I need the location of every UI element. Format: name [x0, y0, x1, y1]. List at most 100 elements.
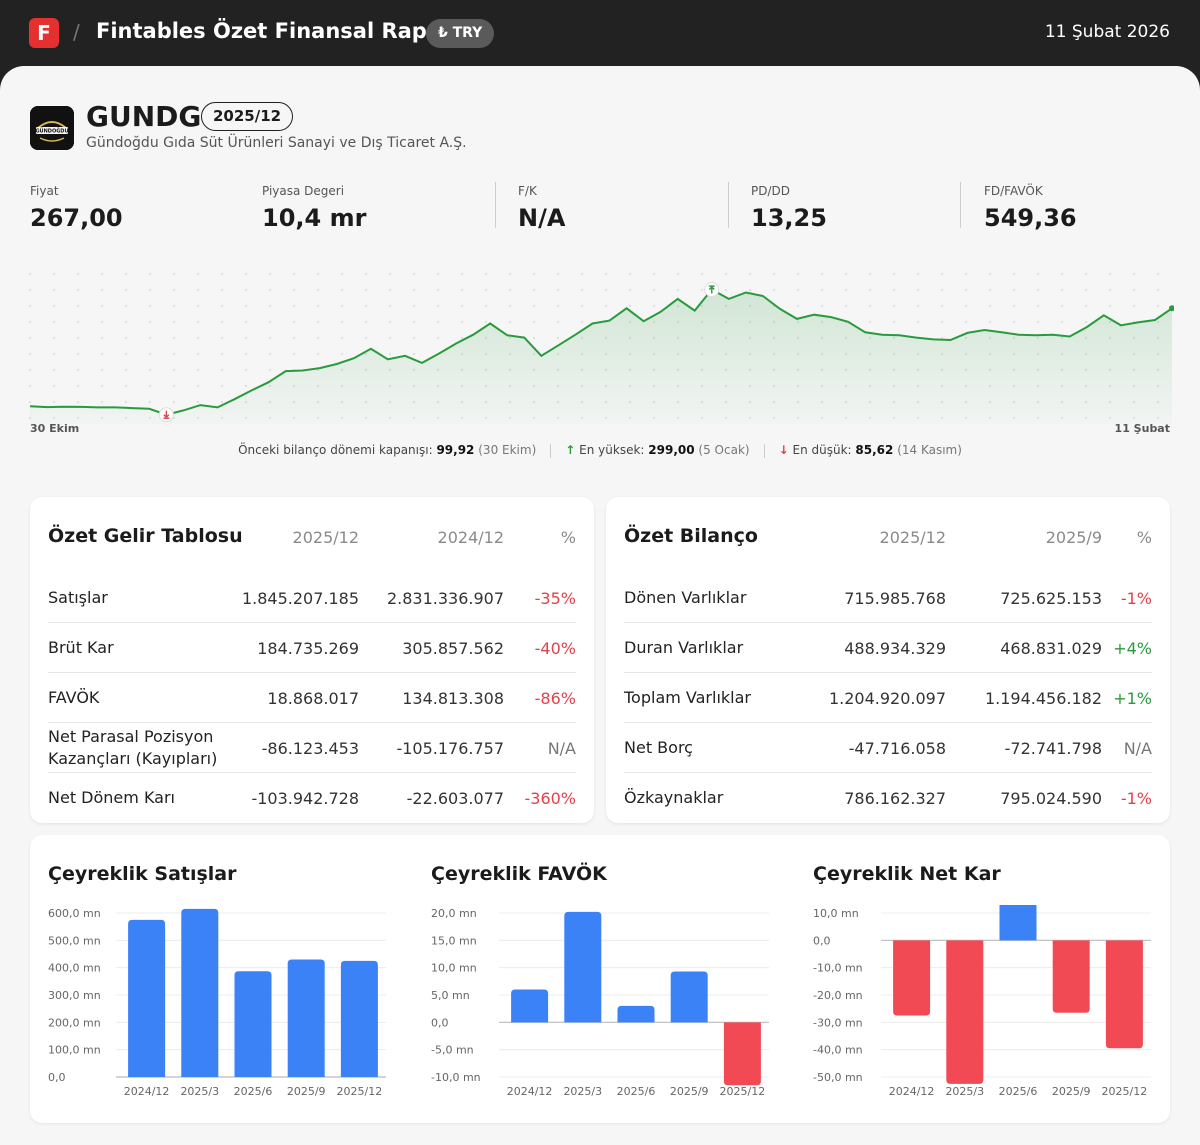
row-change-percent: +1% — [1113, 688, 1152, 708]
bar-2024-12[interactable] — [128, 919, 166, 1077]
report-panel: GÜNDOĞDU GUNDG 2025/12 Gündoğdu Gıda Süt… — [0, 66, 1200, 1145]
bar-2025-9[interactable] — [1052, 940, 1090, 1013]
previous-close: Önceki bilanço dönemi kapanışı: 99,92 (3… — [224, 443, 550, 457]
income-statement-card: Özet Gelir Tablosu 2025/12 2024/12 % Sat… — [30, 497, 594, 823]
row-current-value: -47.716.058 — [848, 738, 946, 758]
bar-2024-12[interactable] — [893, 940, 931, 1016]
fintables-logo[interactable]: F — [29, 18, 59, 48]
quarterly-ebitda-chart[interactable]: -10,0 mn -5,0 mn 0,0 5,0 mn 10,0 mn 15,0 mn 20… — [423, 905, 783, 1100]
row-label: Toplam Varlıklar — [624, 688, 751, 707]
bar-2025-6[interactable] — [999, 905, 1037, 941]
bar-2025-12[interactable] — [723, 1022, 761, 1086]
row-current-value: 488.934.329 — [844, 638, 946, 658]
period-high-marker[interactable] — [704, 282, 720, 298]
metric-market-cap: Piyasa Degeri 10,4 mr — [262, 184, 366, 232]
row-current-value: 1.204.920.097 — [828, 688, 946, 708]
period-high-value: 299,00 — [648, 443, 695, 457]
company-logo: GÜNDOĞDU — [30, 106, 74, 150]
row-label: Net Dönem Karı — [48, 788, 175, 807]
row-previous-value: 134.813.308 — [402, 688, 504, 708]
period-high-label: En yüksek: — [579, 443, 645, 457]
x-tick-label: 2025/9 — [1052, 1085, 1091, 1098]
period-low-marker[interactable] — [158, 407, 174, 423]
income-col-current: 2025/12 — [292, 528, 359, 547]
currency-badge[interactable]: ₺ TRY — [426, 19, 495, 48]
metric-value: 267,00 — [30, 204, 123, 232]
row-label: Dönen Varlıklar — [624, 588, 747, 607]
bar-2025-3[interactable] — [946, 940, 984, 1084]
y-tick-label: -10,0 mn — [813, 962, 863, 975]
report-date: 11 Şubat 2026 — [1044, 22, 1170, 42]
summary-divider — [763, 443, 765, 458]
metric-divider — [495, 182, 496, 228]
row-change-percent: +4% — [1113, 638, 1152, 658]
table-row[interactable]: FAVÖK 18.868.017 134.813.308 -86% — [48, 673, 576, 723]
row-label: Net Parasal Pozisyon Kazançları (Kayıpla… — [48, 727, 218, 768]
bar-2025-9[interactable] — [287, 959, 325, 1077]
metric-value: 13,25 — [751, 204, 827, 232]
row-change-percent: N/A — [547, 738, 576, 758]
y-tick-label: 600,0 mn — [48, 907, 101, 920]
bar-2025-9[interactable] — [670, 971, 708, 1023]
metric-ev-ebitda: FD/FAVÖK 549,36 — [984, 184, 1077, 232]
company-logo-text: GÜNDOĞDU — [35, 128, 68, 135]
price-area — [30, 289, 1172, 424]
bar-2024-12[interactable] — [511, 989, 549, 1023]
row-previous-value: 468.831.029 — [1000, 638, 1102, 658]
price-chart[interactable]: 30 Ekim 11 Şubat — [28, 266, 1174, 446]
quarterly-sales-chart[interactable]: 0,0 100,0 mn 200,0 mn 300,0 mn 400,0 mn 500,0… — [40, 905, 400, 1100]
table-row[interactable]: Net Borç -47.716.058 -72.741.798 N/A — [624, 723, 1152, 773]
income-col-change: % — [560, 528, 576, 547]
period-low-date: (14 Kasım) — [897, 443, 962, 457]
row-previous-value: -105.176.757 — [396, 738, 504, 758]
row-label: Net Borç — [624, 738, 693, 757]
bar-2025-3[interactable] — [181, 908, 219, 1077]
x-tick-label: 2025/3 — [180, 1085, 219, 1098]
price-line — [29, 288, 1173, 416]
row-current-value: 18.868.017 — [267, 688, 359, 708]
bar-2025-6[interactable] — [234, 971, 272, 1077]
bar-2025-3[interactable] — [564, 911, 602, 1023]
row-label: Özkaynaklar — [624, 788, 724, 807]
period-low: ↓ En düşük: 85,62 (14 Kasım) — [765, 443, 976, 457]
period-badge[interactable]: 2025/12 — [201, 102, 294, 131]
x-tick-label: 2025/6 — [234, 1085, 273, 1098]
bar-2025-12[interactable] — [340, 960, 378, 1077]
bar-2025-12[interactable] — [1105, 940, 1143, 1049]
price-chart-summary: Önceki bilanço dönemi kapanışı: 99,92 (3… — [0, 443, 1200, 458]
row-change-percent: -86% — [534, 688, 576, 708]
y-tick-label: -10,0 mn — [431, 1071, 481, 1084]
bar-2025-6[interactable] — [617, 1005, 655, 1023]
previous-close-date: (30 Ekim) — [478, 443, 537, 457]
row-label: Brüt Kar — [48, 638, 114, 657]
top-bar: F / Fintables Özet Finansal Rapor ₺ TRY … — [0, 0, 1200, 66]
metric-label: PD/DD — [751, 184, 790, 198]
row-previous-value: 725.625.153 — [1000, 588, 1102, 608]
row-previous-value: 1.194.456.182 — [984, 688, 1102, 708]
table-row[interactable]: Brüt Kar 184.735.269 305.857.562 -40% — [48, 623, 576, 673]
x-tick-label: 2024/12 — [507, 1085, 553, 1098]
table-row[interactable]: Net Dönem Karı -103.942.728 -22.603.077 -36… — [48, 773, 576, 823]
y-tick-label: 10,0 mn — [813, 907, 859, 920]
x-tick-label: 2024/12 — [124, 1085, 170, 1098]
table-row[interactable]: Toplam Varlıklar 1.204.920.097 1.194.456.1… — [624, 673, 1152, 723]
table-row[interactable]: Duran Varlıklar 488.934.329 468.831.029 +4% — [624, 623, 1152, 673]
metric-price: Fiyat 267,00 — [30, 184, 123, 232]
metric-pb: PD/DD 13,25 — [751, 184, 827, 232]
row-label: Duran Varlıklar — [624, 638, 744, 657]
table-row[interactable]: Net Parasal Pozisyon Kazançları (Kayıpla… — [48, 723, 576, 773]
row-current-value: -103.942.728 — [251, 788, 359, 808]
x-tick-label: 2025/12 — [337, 1085, 383, 1098]
row-previous-value: 795.024.590 — [1000, 788, 1102, 808]
x-tick-label: 2025/9 — [287, 1085, 326, 1098]
y-tick-label: 0,0 — [431, 1016, 449, 1029]
x-tick-label: 2025/12 — [1102, 1085, 1148, 1098]
summary-divider — [550, 443, 552, 458]
x-tick-label: 2025/3 — [945, 1085, 984, 1098]
quarterly-net-profit-chart[interactable]: -50,0 mn -40,0 mn -30,0 mn -20,0 mn -10,0 mn… — [805, 905, 1165, 1100]
table-row[interactable]: Satışlar 1.845.207.185 2.831.336.907 -35% — [48, 573, 576, 623]
x-tick-label: 2025/6 — [617, 1085, 656, 1098]
y-tick-label: 15,0 mn — [431, 934, 477, 947]
table-row[interactable]: Dönen Varlıklar 715.985.768 725.625.153 -1% — [624, 573, 1152, 623]
table-row[interactable]: Özkaynaklar 786.162.327 795.024.590 -1% — [624, 773, 1152, 823]
